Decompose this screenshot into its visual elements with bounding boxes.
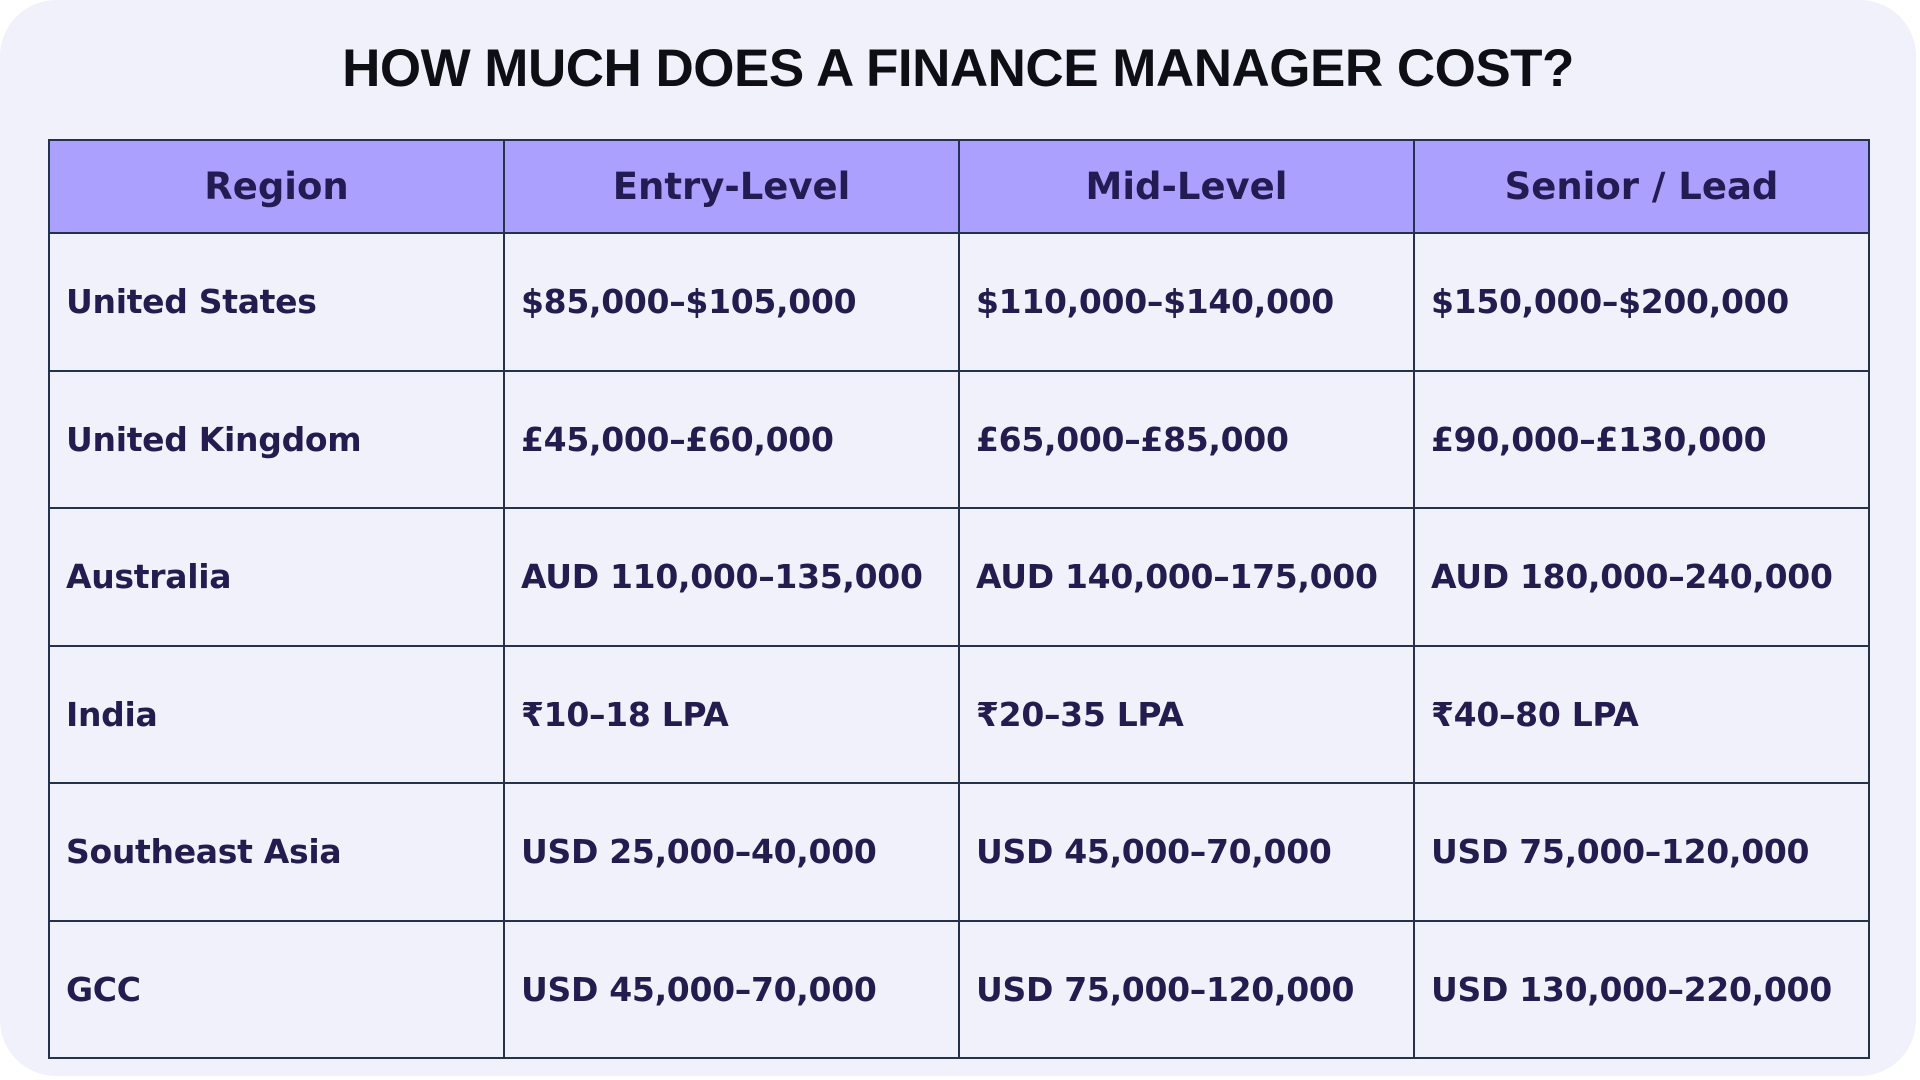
mid-level-cell: ₹20–35 LPA <box>958 644 1415 784</box>
region-cell: Southeast Asia <box>48 782 505 922</box>
header-region: Region <box>48 139 505 234</box>
table-row: United States $85,000–$105,000 $110,000–… <box>48 232 1870 372</box>
region-cell: United Kingdom <box>48 369 505 509</box>
mid-level-cell: USD 45,000–70,000 <box>958 782 1415 922</box>
senior-lead-cell: £90,000–£130,000 <box>1413 369 1870 509</box>
mid-level-cell: AUD 140,000–175,000 <box>958 507 1415 647</box>
header-entry-level: Entry-Level <box>503 139 960 234</box>
page-title: HOW MUCH DOES A FINANCE MANAGER COST? <box>342 39 1574 98</box>
entry-level-cell: ₹10–18 LPA <box>503 644 960 784</box>
table-header: Region Entry-Level Mid-Level Senior / Le… <box>48 139 1870 234</box>
mid-level-cell: £65,000–£85,000 <box>958 369 1415 509</box>
senior-lead-cell: USD 75,000–120,000 <box>1413 782 1870 922</box>
entry-level-cell: USD 25,000–40,000 <box>503 782 960 922</box>
senior-lead-cell: $150,000–$200,000 <box>1413 232 1870 372</box>
entry-level-cell: $85,000–$105,000 <box>503 232 960 372</box>
region-cell: India <box>48 644 505 784</box>
region-cell: GCC <box>48 919 505 1059</box>
mid-level-cell: $110,000–$140,000 <box>958 232 1415 372</box>
senior-lead-cell: USD 130,000–220,000 <box>1413 919 1870 1059</box>
header-senior-lead: Senior / Lead <box>1413 139 1870 234</box>
table-row: Southeast Asia USD 25,000–40,000 USD 45,… <box>48 782 1870 922</box>
salary-table: Region Entry-Level Mid-Level Senior / Le… <box>48 139 1870 1059</box>
entry-level-cell: AUD 110,000–135,000 <box>503 507 960 647</box>
mid-level-cell: USD 75,000–120,000 <box>958 919 1415 1059</box>
region-cell: United States <box>48 232 505 372</box>
table-row: India ₹10–18 LPA ₹20–35 LPA ₹40–80 LPA <box>48 644 1870 784</box>
senior-lead-cell: ₹40–80 LPA <box>1413 644 1870 784</box>
header-row: Region Entry-Level Mid-Level Senior / Le… <box>48 139 1870 234</box>
entry-level-cell: USD 45,000–70,000 <box>503 919 960 1059</box>
table-body: United States $85,000–$105,000 $110,000–… <box>48 232 1870 1059</box>
table-row: Australia AUD 110,000–135,000 AUD 140,00… <box>48 507 1870 647</box>
header-mid-level: Mid-Level <box>958 139 1415 234</box>
entry-level-cell: £45,000–£60,000 <box>503 369 960 509</box>
table-row: GCC USD 45,000–70,000 USD 75,000–120,000… <box>48 919 1870 1059</box>
table-row: United Kingdom £45,000–£60,000 £65,000–£… <box>48 369 1870 509</box>
region-cell: Australia <box>48 507 505 647</box>
senior-lead-cell: AUD 180,000–240,000 <box>1413 507 1870 647</box>
